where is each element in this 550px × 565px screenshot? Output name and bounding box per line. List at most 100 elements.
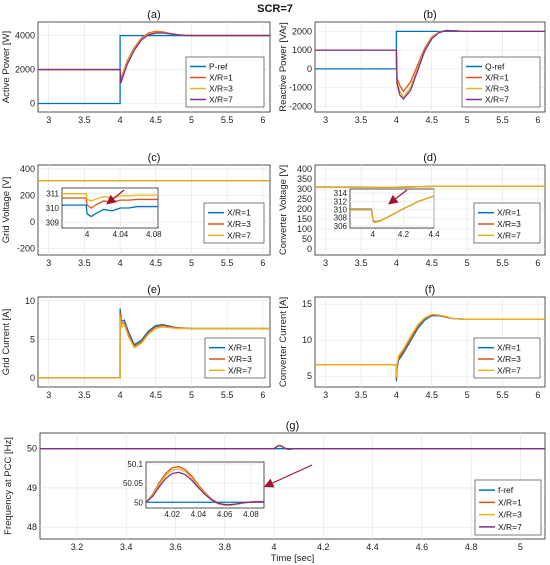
inset-x-tick-label: 4.2: [398, 230, 410, 239]
legend-label: f-ref: [498, 485, 514, 495]
y-axis-label: Grid Current [A]: [1, 309, 12, 376]
inset-y-tick-label: 310: [46, 204, 60, 213]
x-tick-label: 6: [535, 115, 540, 125]
legend: X/R=1X/R=3X/R=7: [473, 337, 541, 379]
series-x-r-7: [315, 185, 545, 188]
panel-b: (b) 3 3.5 4 4.5 5 5.5 6 -2000 -1000 0 1000 2000React…: [278, 9, 546, 125]
x-tick-label: 4: [118, 115, 123, 125]
inset-x-tick-label: 4.06: [217, 510, 233, 519]
x-tick-label: 4.5: [426, 115, 439, 125]
legend: X/R=1X/R=3X/R=7: [473, 202, 541, 244]
x-tick-label: 4.2: [317, 542, 330, 552]
x-tick-label: 4.6: [416, 542, 429, 552]
inset-series-x-r-7: [350, 195, 434, 224]
x-tick-label: 3.5: [78, 115, 91, 125]
panel-title: (e): [147, 284, 160, 296]
x-tick-label: 4.5: [150, 258, 163, 268]
legend-label: Q-ref: [485, 62, 505, 72]
x-tick-label: 6: [260, 390, 265, 400]
y-axis-label: Converter Voltage [V]: [278, 165, 289, 255]
legend-label: X/R=3: [209, 84, 233, 94]
legend-label: X/R=3: [498, 510, 522, 520]
y-tick-label: 2000: [15, 65, 35, 75]
legend-label: X/R=1: [485, 73, 509, 83]
legend-box: [461, 56, 541, 108]
legend-label: X/R=7: [497, 365, 521, 375]
legend-box: [203, 202, 265, 244]
x-tick-label: 4.8: [465, 542, 478, 552]
x-tick-label: 5.5: [496, 258, 509, 268]
y-tick-label: 100: [297, 224, 312, 234]
y-axis-label: Grid Voltage [V]: [1, 177, 12, 244]
inset-x-tick-label: 4.02: [164, 510, 180, 519]
y-tick-label: 400: [297, 164, 312, 174]
panel-title: (d): [423, 152, 436, 164]
y-tick-label: 0: [30, 373, 35, 383]
x-tick-label: 5: [518, 542, 523, 552]
inset-x-tick-label: 4.08: [146, 230, 162, 239]
legend-label: X/R=1: [498, 497, 522, 507]
x-tick-label: 3.5: [355, 115, 368, 125]
y-tick-label: 350: [297, 174, 312, 184]
x-tick-label: 3.6: [169, 542, 182, 552]
y-tick-label: -2000: [289, 101, 312, 111]
y-tick-label: 50: [302, 234, 312, 244]
x-tick-label: 6: [535, 390, 540, 400]
x-tick-label: 5: [465, 115, 470, 125]
y-tick-label: 48: [27, 522, 37, 532]
x-tick-label: 5: [189, 390, 194, 400]
legend-label: X/R=7: [498, 522, 522, 532]
x-tick-label: 5: [465, 390, 470, 400]
inset-y-tick-label: 50: [134, 498, 143, 507]
zoom-arrow: [106, 189, 125, 205]
zoom-arrow: [263, 464, 313, 488]
y-axis-label: Active Power [W]: [1, 31, 12, 103]
legend-label: X/R=7: [228, 365, 252, 375]
y-tick-label: 5: [307, 371, 312, 381]
inset-x-tick-label: 4.4: [428, 230, 440, 239]
inset-x-tick-label: 4.04: [191, 510, 207, 519]
x-tick-label: 5.5: [221, 390, 234, 400]
legend-box: [204, 337, 266, 379]
legend-box: [474, 479, 542, 536]
legend-label: X/R=3: [228, 354, 252, 364]
y-tick-label: 15: [302, 299, 312, 309]
inset-y-tick-label: 309: [46, 218, 60, 227]
x-tick-label: 3: [323, 258, 328, 268]
legend-label: X/R=7: [227, 230, 251, 240]
x-tick-label: 5.5: [496, 390, 509, 400]
legend-label: X/R=1: [227, 208, 251, 218]
y-tick-label: 10: [302, 335, 312, 345]
legend-label: X/R=3: [227, 219, 251, 229]
x-tick-label: 6: [260, 115, 265, 125]
y-axis-label: Reactive Power [VAr]: [278, 22, 289, 112]
x-tick-label: 4: [118, 258, 123, 268]
x-tick-label: 3: [46, 258, 51, 268]
y-tick-label: 2000: [292, 26, 312, 36]
legend-label: X/R=1: [228, 343, 252, 353]
legend-label: X/R=3: [485, 84, 509, 94]
series-x-r-7: [315, 313, 545, 377]
panel-e: (e) 3 3.5 4 4.5 5 5.5 6 0 5 10 Grid Current [A] X/R=…: [1, 284, 271, 400]
y-tick-label: 300: [297, 184, 312, 194]
inset-x-tick-label: 4.08: [243, 510, 259, 519]
y-tick-label: 0: [30, 217, 35, 227]
panel-g: (g) 3.2 3.4 3.6 3.8 4 4.2 4.4 4.6 4.8 5 48 49 50 Frequ…: [3, 420, 546, 564]
y-tick-label: 1000: [292, 45, 312, 55]
x-tick-label: 3.5: [78, 258, 91, 268]
legend-label: X/R=1: [497, 343, 521, 353]
series-x-r-7: [315, 29, 545, 100]
legend-label: X/R=7: [209, 95, 233, 105]
x-tick-label: 4.5: [150, 115, 163, 125]
y-tick-label: 200: [20, 190, 35, 200]
y-tick-label: 5: [30, 334, 35, 344]
y-tick-label: 10: [25, 296, 35, 306]
x-tick-label: 4: [394, 390, 399, 400]
x-tick-label: 3: [323, 390, 328, 400]
x-tick-label: 3: [323, 115, 328, 125]
x-tick-label: 4.5: [426, 258, 439, 268]
panel-title: (g): [286, 420, 299, 432]
